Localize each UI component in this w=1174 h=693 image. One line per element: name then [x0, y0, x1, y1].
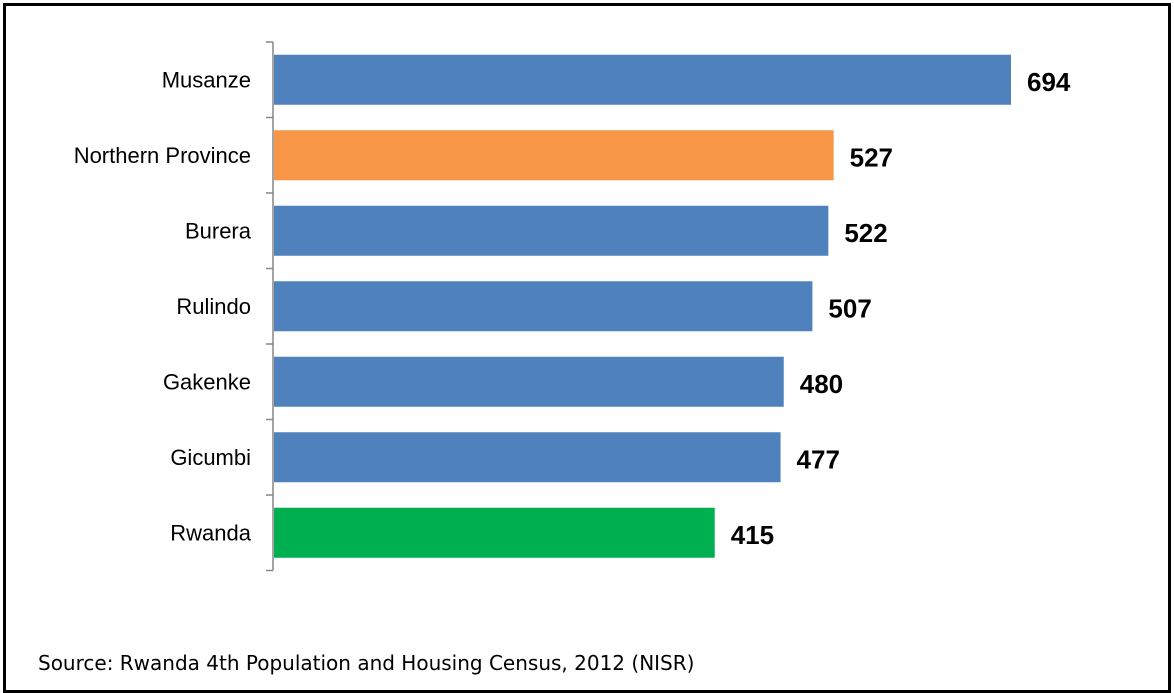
category-axis — [266, 41, 274, 572]
value-label: 507 — [828, 293, 871, 323]
category-label: Musanze — [162, 67, 251, 92]
chart-frame — [3, 3, 1171, 693]
bars — [274, 54, 1011, 558]
value-label: 415 — [731, 520, 774, 550]
source-note: Source: Rwanda 4th Population and Housin… — [38, 651, 695, 675]
bar — [274, 54, 1011, 105]
bar — [274, 432, 781, 483]
bar — [274, 281, 813, 332]
value-label: 694 — [1027, 67, 1071, 97]
value-labels: 694 527 522 507 480 477 415 — [731, 67, 1071, 550]
category-label: Rulindo — [176, 294, 251, 319]
category-label: Northern Province — [74, 143, 251, 168]
bar — [274, 130, 834, 181]
value-label: 522 — [844, 218, 887, 248]
category-labels: Musanze Northern Province Burera Rulindo Gak… — [74, 67, 252, 545]
category-label: Rwanda — [170, 520, 251, 545]
value-label: 527 — [850, 142, 893, 172]
category-label: Gakenke — [163, 369, 251, 394]
bar — [274, 356, 784, 407]
value-label: 477 — [797, 444, 840, 474]
bar — [274, 507, 715, 558]
category-label: Gicumbi — [170, 445, 251, 470]
category-label: Burera — [185, 218, 252, 243]
value-label: 480 — [800, 369, 843, 399]
bar — [274, 205, 829, 256]
